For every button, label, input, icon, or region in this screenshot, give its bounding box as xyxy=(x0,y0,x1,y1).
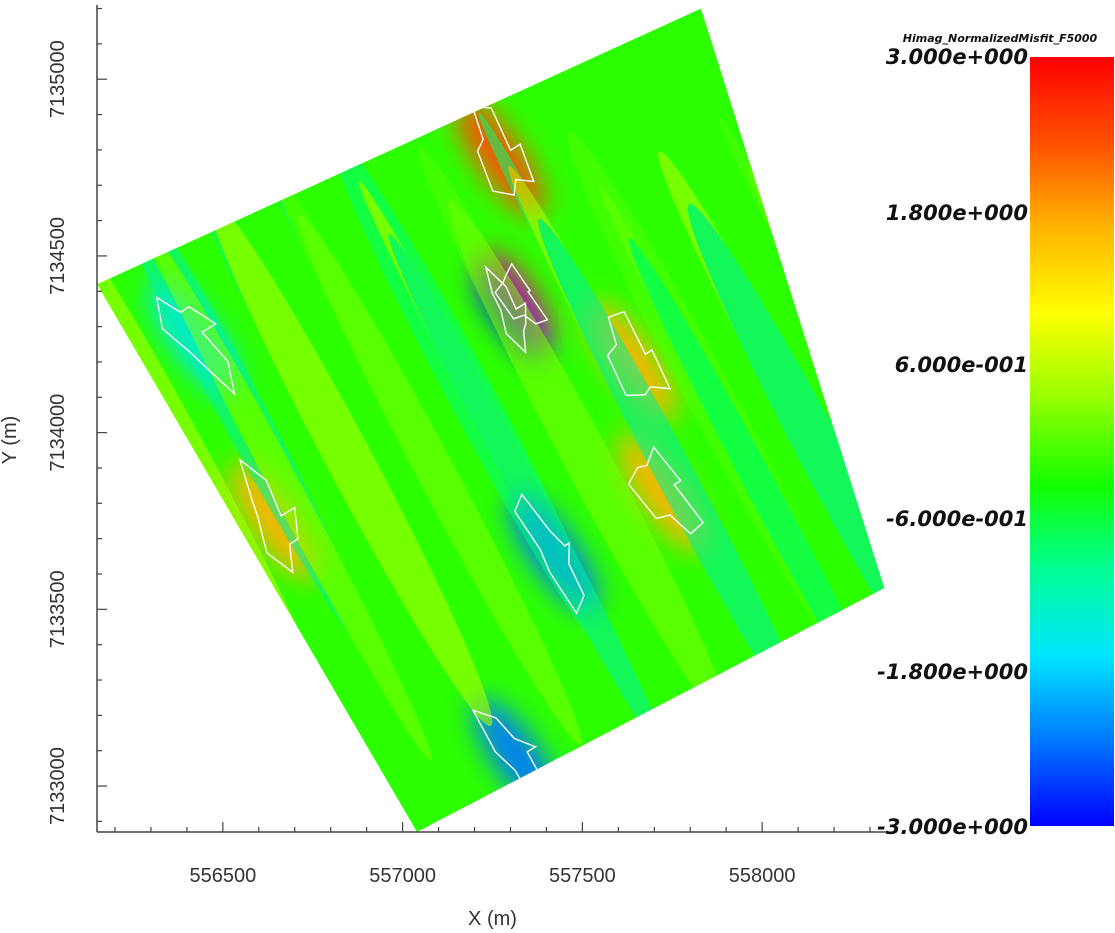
colorbar-label: 6.000e-001 xyxy=(895,353,1028,377)
contour-line xyxy=(155,296,236,396)
colorbar-label: -6.000e-001 xyxy=(886,507,1028,531)
contour-line xyxy=(484,264,527,355)
y-tick-label: 7133500 xyxy=(47,570,69,648)
colorbar-label: -3.000e+000 xyxy=(877,815,1028,839)
colorbar-label: -1.800e+000 xyxy=(877,660,1028,684)
contour-line xyxy=(606,310,672,397)
y-tick-label: 7133000 xyxy=(47,747,69,825)
texture-band xyxy=(207,195,493,727)
colorbar-label: 3.000e+000 xyxy=(886,45,1028,69)
texture-band xyxy=(538,218,822,750)
x-tick-label: 556500 xyxy=(189,865,256,887)
contour-line xyxy=(238,457,299,574)
texture-band xyxy=(388,234,672,764)
contour-line xyxy=(471,105,535,196)
x-tick-label: 557500 xyxy=(549,865,616,887)
texture-band xyxy=(148,230,432,760)
axes: 556500 557000 557500 558000 7133000 7133500 7… xyxy=(0,5,888,930)
y-tick-label: 7135000 xyxy=(47,40,69,118)
colorbar: Himag_NormalizedMisfit_F5000 3.000e+000 1… xyxy=(877,32,1114,839)
x-axis-title: X (m) xyxy=(468,908,517,930)
contour-line xyxy=(494,262,549,325)
x-tick-label: 557000 xyxy=(369,865,436,887)
y-axis-title: Y (m) xyxy=(0,416,21,465)
texture-band xyxy=(298,214,582,746)
colorbar-label: 1.800e+000 xyxy=(886,201,1028,225)
y-tick-label: 7134500 xyxy=(47,217,69,295)
y-tick-label: 7134000 xyxy=(47,394,69,472)
contour-line xyxy=(627,445,705,535)
texture-band xyxy=(687,203,885,735)
texture-band xyxy=(447,199,733,731)
contour-line xyxy=(513,492,585,615)
misfit-map xyxy=(97,8,885,832)
colorbar-title: Himag_NormalizedMisfit_F5000 xyxy=(903,32,1098,45)
x-tick-label: 558000 xyxy=(729,865,796,887)
colorbar-gradient xyxy=(1030,57,1114,826)
